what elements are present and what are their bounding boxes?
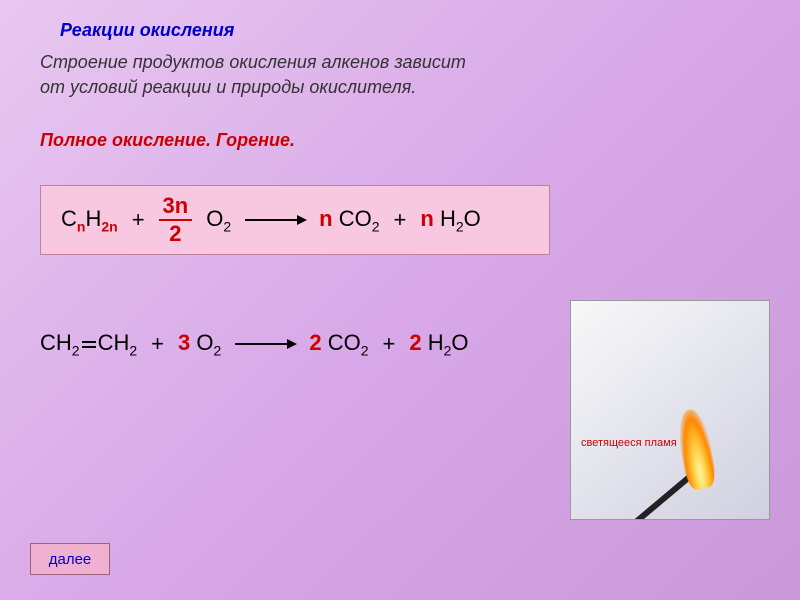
plus-sign: +: [151, 331, 164, 357]
flame-icon: [674, 407, 717, 491]
reaction-arrow-icon: [235, 343, 295, 345]
slide-title: Реакции окисления: [60, 20, 234, 41]
general-formula-box: CnH2n + 3n 2 O2 n CO2 + n H2O: [40, 185, 550, 255]
plus-sign: +: [382, 331, 395, 357]
flame-caption: светящееся пламя: [581, 437, 677, 449]
product-h2o: n H2O: [420, 206, 480, 234]
subtitle-line1: Строение продуктов окисления алкенов зав…: [40, 52, 466, 72]
flame-photo: светящееся пламя: [570, 300, 770, 520]
section-title: Полное окисление. Горение.: [40, 130, 295, 151]
reactant-ethene: CH2CH2: [40, 330, 137, 358]
reactant-cnh2n: CnH2n: [61, 206, 118, 234]
product-co2: 2 CO2: [309, 330, 368, 358]
reaction-arrow-icon: [245, 219, 305, 221]
plus-sign: +: [132, 207, 145, 233]
plus-sign: +: [394, 207, 407, 233]
slide-subtitle: Строение продуктов окисления алкенов зав…: [40, 50, 466, 100]
oxygen-3: 3 O2: [178, 330, 221, 358]
specific-formula: CH2CH2 + 3 O2 2 CO2 + 2 H2O: [40, 330, 469, 358]
double-bond-icon: [82, 341, 96, 348]
subtitle-line2: от условий реакции и природы окислителя.: [40, 77, 416, 97]
next-button[interactable]: далее: [30, 543, 110, 575]
general-formula: CnH2n + 3n 2 O2 n CO2 + n H2O: [61, 195, 481, 245]
product-h2o: 2 H2O: [409, 330, 468, 358]
oxygen: O2: [206, 206, 231, 234]
fraction-3n-2: 3n 2: [159, 195, 193, 245]
product-co2: n CO2: [319, 206, 379, 234]
